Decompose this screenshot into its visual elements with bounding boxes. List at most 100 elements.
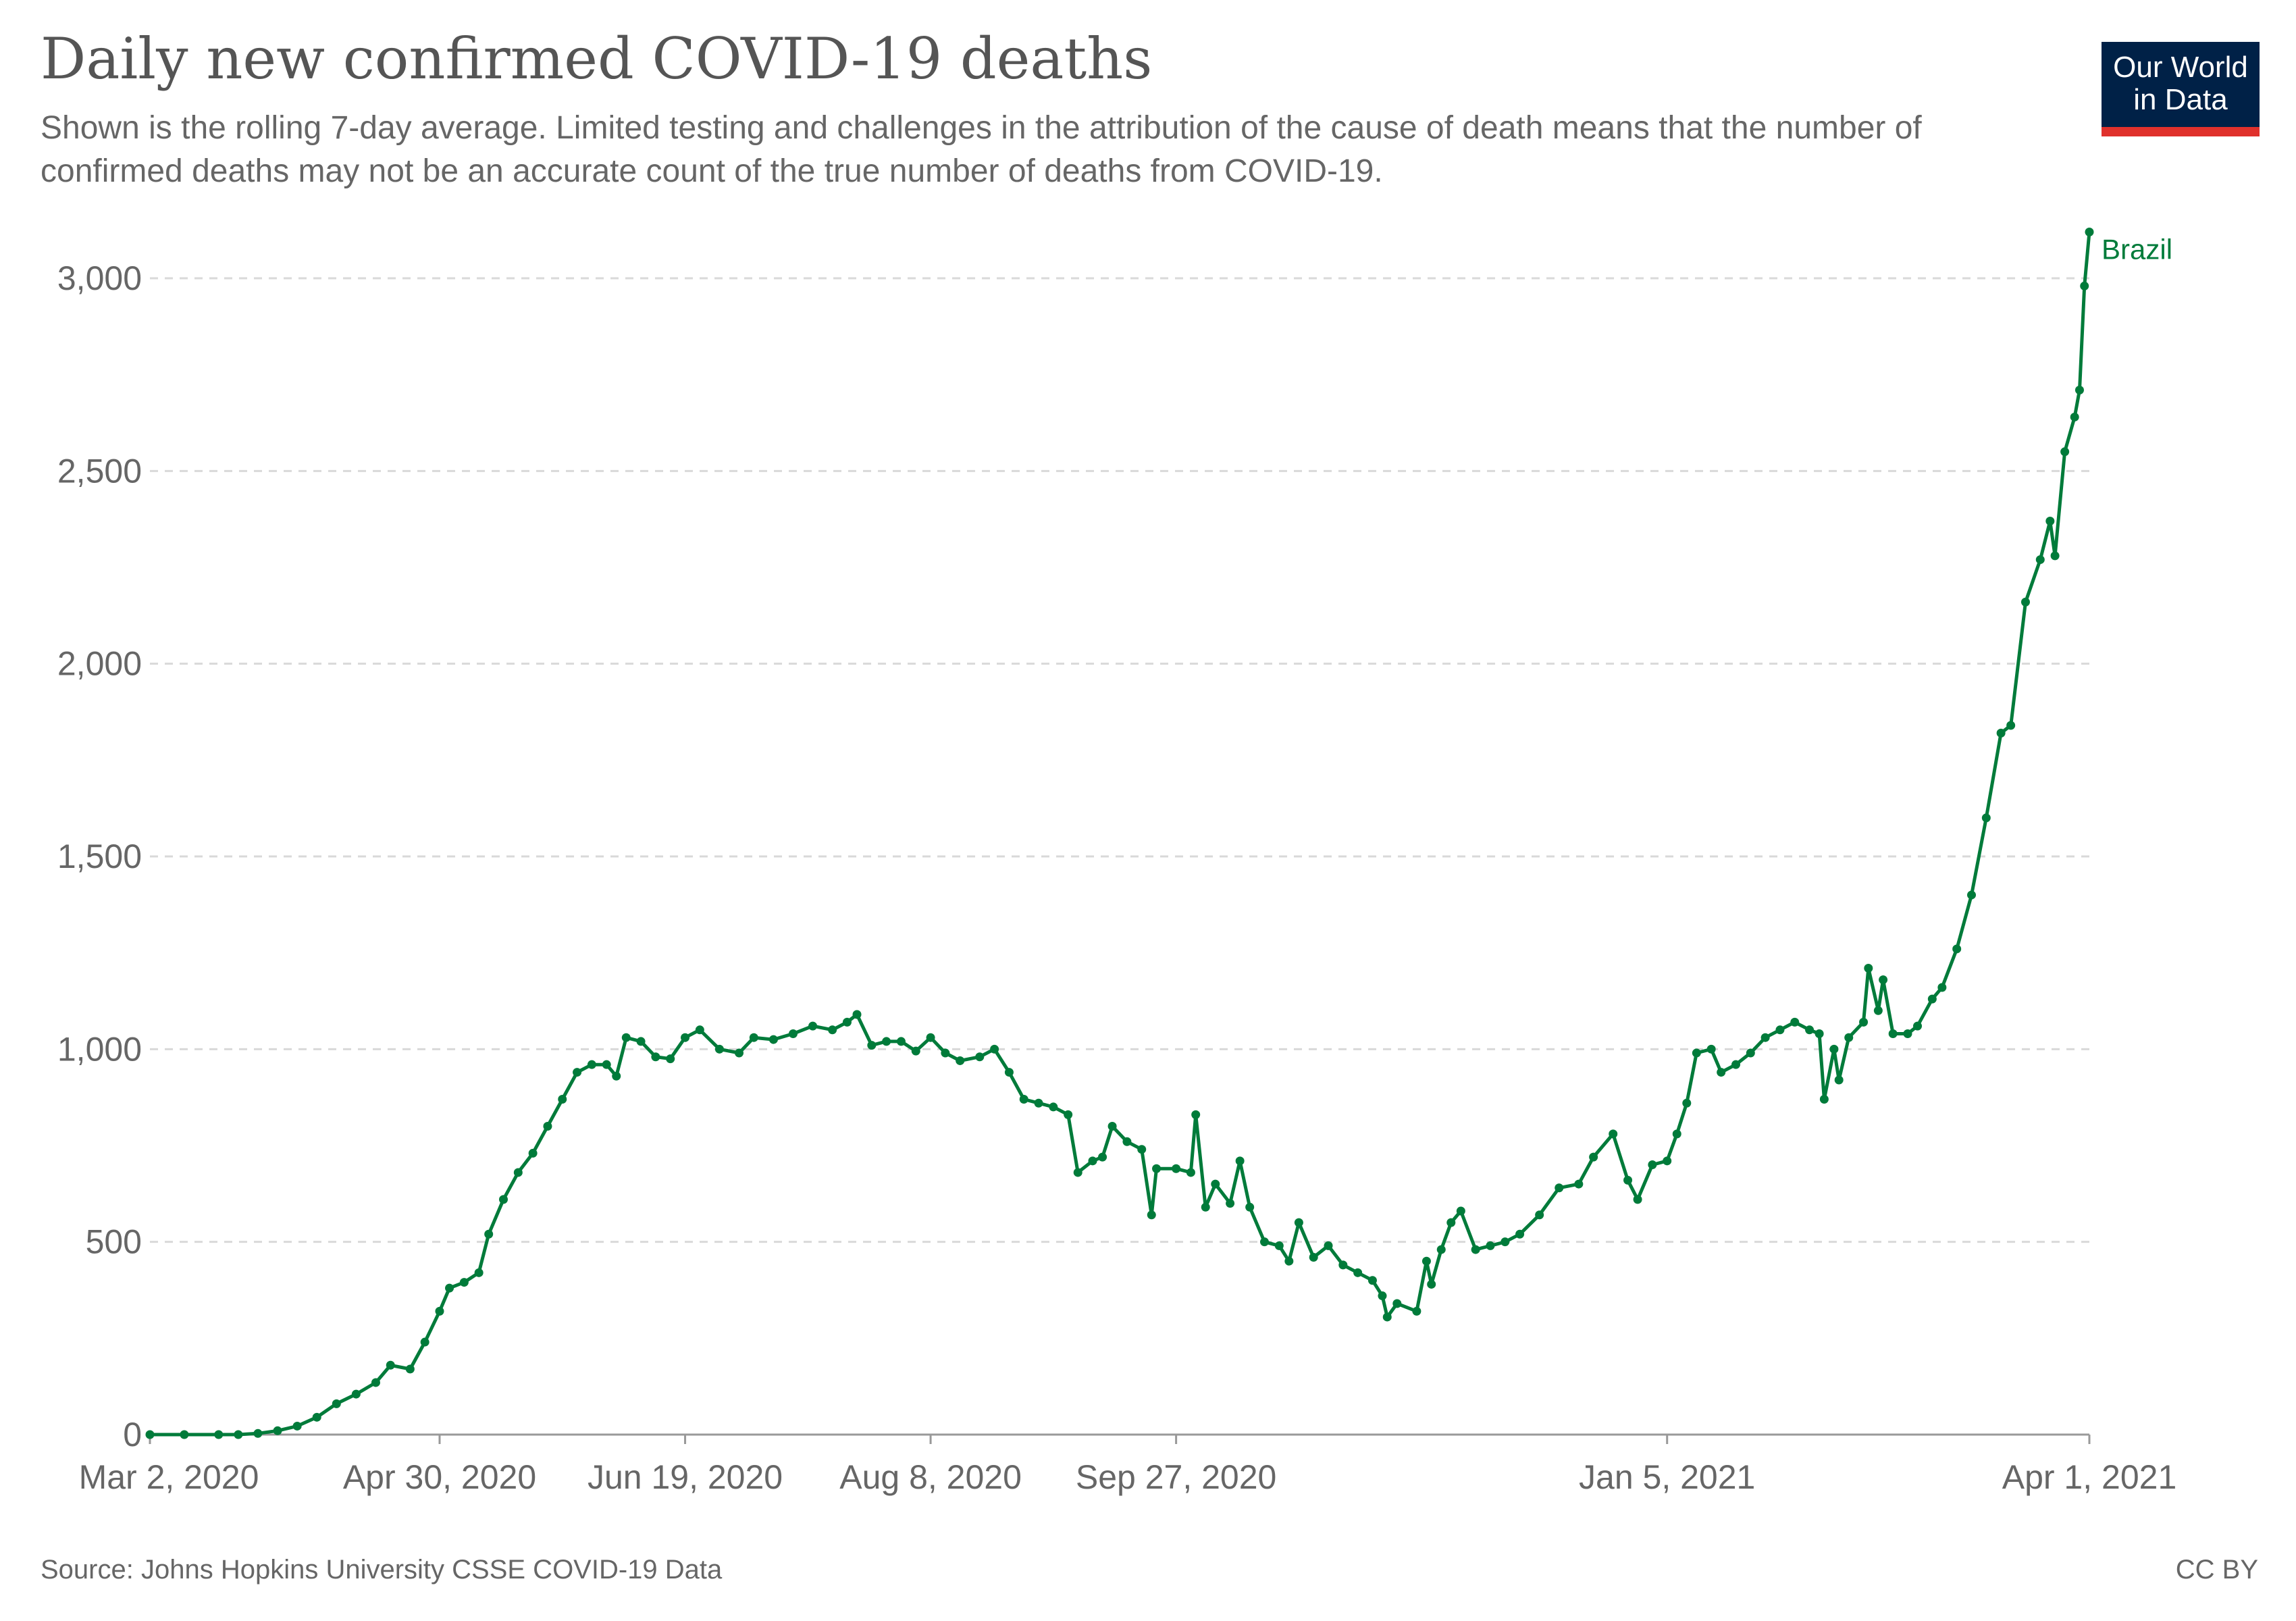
data-point[interactable] xyxy=(1274,1241,1284,1250)
data-point[interactable] xyxy=(2045,517,2055,526)
data-point[interactable] xyxy=(911,1046,920,1056)
data-point[interactable] xyxy=(484,1229,494,1239)
data-point[interactable] xyxy=(1064,1110,1073,1119)
data-point[interactable] xyxy=(2020,597,2030,607)
data-point[interactable] xyxy=(1535,1210,1544,1220)
data-point[interactable] xyxy=(420,1337,429,1347)
data-point[interactable] xyxy=(1682,1098,1692,1108)
data-point[interactable] xyxy=(405,1364,415,1374)
data-point[interactable] xyxy=(1392,1299,1402,1308)
data-point[interactable] xyxy=(882,1037,891,1046)
data-point[interactable] xyxy=(1456,1206,1465,1216)
data-point[interactable] xyxy=(1137,1145,1147,1154)
license-link[interactable]: CC BY xyxy=(2175,1555,2258,1585)
data-point[interactable] xyxy=(2080,281,2089,290)
data-point[interactable] xyxy=(1034,1098,1043,1108)
data-point[interactable] xyxy=(2050,551,2060,561)
data-point[interactable] xyxy=(1864,963,1873,973)
data-point[interactable] xyxy=(234,1430,243,1439)
data-point[interactable] xyxy=(1471,1245,1480,1254)
data-point[interactable] xyxy=(808,1021,818,1031)
data-point[interactable] xyxy=(666,1054,675,1064)
data-point[interactable] xyxy=(1790,1017,1800,1027)
data-point[interactable] xyxy=(788,1029,798,1039)
data-point[interactable] xyxy=(1981,813,1991,823)
data-point[interactable] xyxy=(528,1148,538,1158)
data-point[interactable] xyxy=(1382,1312,1392,1322)
data-point[interactable] xyxy=(1211,1179,1220,1189)
data-point[interactable] xyxy=(1717,1068,1726,1077)
data-point[interactable] xyxy=(602,1060,611,1069)
data-point[interactable] xyxy=(558,1095,567,1104)
data-point[interactable] xyxy=(332,1399,341,1408)
data-point[interactable] xyxy=(513,1168,523,1177)
data-point[interactable] xyxy=(1191,1110,1201,1119)
data-point[interactable] xyxy=(1996,728,2006,738)
data-point[interactable] xyxy=(1245,1202,1255,1212)
data-point[interactable] xyxy=(768,1035,778,1044)
data-point[interactable] xyxy=(636,1037,646,1046)
data-point[interactable] xyxy=(1760,1033,1770,1042)
data-point[interactable] xyxy=(1805,1025,1815,1035)
data-point[interactable] xyxy=(621,1033,631,1042)
data-point[interactable] xyxy=(1829,1044,1839,1054)
data-point[interactable] xyxy=(975,1052,985,1062)
data-point[interactable] xyxy=(1147,1210,1156,1220)
data-point[interactable] xyxy=(1172,1164,1181,1173)
data-point[interactable] xyxy=(990,1044,999,1054)
data-point[interactable] xyxy=(612,1071,621,1081)
data-point[interactable] xyxy=(1706,1044,1716,1054)
data-point[interactable] xyxy=(573,1068,582,1077)
data-point[interactable] xyxy=(445,1283,454,1293)
data-point[interactable] xyxy=(1235,1156,1245,1166)
data-point[interactable] xyxy=(1966,890,1976,900)
data-point[interactable] xyxy=(1088,1156,1097,1166)
data-point[interactable] xyxy=(1259,1237,1269,1247)
data-point[interactable] xyxy=(2075,385,2084,394)
data-point[interactable] xyxy=(543,1121,552,1131)
data-point[interactable] xyxy=(1873,1006,1883,1015)
data-point[interactable] xyxy=(1819,1095,1829,1104)
series-line-brazil[interactable] xyxy=(150,232,2091,1437)
data-point[interactable] xyxy=(1515,1229,1525,1239)
data-point[interactable] xyxy=(587,1060,596,1069)
data-point[interactable] xyxy=(1937,983,1947,992)
data-point[interactable] xyxy=(145,1430,155,1439)
data-point[interactable] xyxy=(435,1306,444,1316)
data-point[interactable] xyxy=(1073,1168,1082,1177)
data-point[interactable] xyxy=(1152,1164,1162,1173)
data-point[interactable] xyxy=(1609,1129,1618,1139)
data-point[interactable] xyxy=(651,1052,660,1062)
data-point[interactable] xyxy=(1574,1179,1584,1189)
data-point[interactable] xyxy=(1648,1160,1657,1170)
data-point[interactable] xyxy=(1672,1129,1681,1139)
data-point[interactable] xyxy=(214,1430,224,1439)
data-point[interactable] xyxy=(1859,1017,1869,1027)
data-point[interactable] xyxy=(1004,1068,1014,1077)
data-point[interactable] xyxy=(499,1195,508,1204)
data-point[interactable] xyxy=(1412,1306,1421,1316)
data-point[interactable] xyxy=(1913,1021,1923,1031)
data-point[interactable] xyxy=(1338,1260,1348,1270)
data-point[interactable] xyxy=(1421,1256,1431,1266)
data-point[interactable] xyxy=(1486,1241,1495,1250)
data-point[interactable] xyxy=(956,1056,965,1065)
data-point[interactable] xyxy=(1927,994,1937,1004)
data-point[interactable] xyxy=(1284,1256,1294,1266)
data-point[interactable] xyxy=(867,1041,877,1050)
data-point[interactable] xyxy=(828,1025,837,1035)
data-point[interactable] xyxy=(1049,1102,1058,1112)
data-point[interactable] xyxy=(2006,721,2016,730)
data-point[interactable] xyxy=(749,1033,758,1042)
owid-logo[interactable]: Our World in Data xyxy=(2102,42,2260,136)
data-point[interactable] xyxy=(1436,1245,1446,1254)
data-point[interactable] xyxy=(1663,1156,1672,1166)
data-point[interactable] xyxy=(695,1025,704,1035)
data-point[interactable] xyxy=(273,1426,282,1435)
data-point[interactable] xyxy=(1309,1252,1318,1262)
data-point[interactable] xyxy=(1294,1218,1303,1227)
data-point[interactable] xyxy=(926,1033,935,1042)
data-point[interactable] xyxy=(386,1360,395,1370)
data-point[interactable] xyxy=(735,1048,744,1058)
data-point[interactable] xyxy=(1226,1199,1235,1208)
